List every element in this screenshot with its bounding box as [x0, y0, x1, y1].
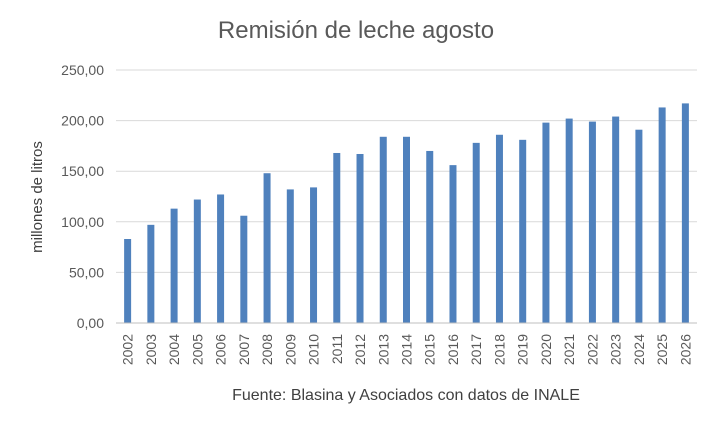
- x-tick-label: 2023: [608, 334, 624, 365]
- bar-2012: [356, 153, 364, 323]
- bar-2007: [240, 215, 248, 323]
- bar-2011: [333, 152, 341, 323]
- bar-2010: [310, 187, 318, 323]
- y-tick-label: 150,00: [61, 163, 104, 179]
- x-tick-label: 2009: [282, 334, 298, 365]
- x-tick-label: 2013: [375, 334, 391, 365]
- x-tick-label: 2008: [259, 334, 275, 365]
- bar-2002: [124, 239, 132, 323]
- x-tick-label: 2007: [236, 334, 252, 365]
- x-tick-label: 2021: [561, 334, 577, 365]
- bar-2015: [426, 150, 434, 323]
- bar-2006: [217, 194, 225, 323]
- x-tick-label: 2005: [189, 334, 205, 365]
- x-tick-label: 2022: [584, 334, 600, 365]
- bar-2009: [286, 189, 294, 323]
- y-tick-label: 200,00: [61, 113, 104, 129]
- bar-2018: [495, 134, 503, 323]
- x-tick-label: 2014: [399, 334, 415, 365]
- bar-2005: [193, 199, 201, 323]
- bar-2026: [681, 103, 689, 324]
- x-axis-tick-labels: 2002 2003 2004 2005 2006 2007 2008 2009 2010 2011…: [120, 334, 694, 365]
- bar-2013: [379, 136, 387, 323]
- x-tick-label: 2017: [468, 334, 484, 365]
- x-tick-label: 2002: [120, 334, 136, 365]
- y-axis-tick-labels: 0,00 50,00 100,00 150,00 200,00 250,00: [61, 62, 104, 331]
- bar-2020: [542, 122, 550, 324]
- x-tick-label: 2024: [631, 334, 647, 365]
- x-tick-label: 2004: [166, 334, 182, 365]
- bar-2017: [472, 142, 480, 323]
- y-tick-label: 100,00: [61, 214, 104, 230]
- bar-2022: [588, 121, 596, 323]
- bar-2025: [658, 107, 666, 323]
- bar-2004: [170, 208, 178, 323]
- source-note: Fuente: Blasina y Asociados con datos de…: [232, 387, 580, 404]
- x-tick-label: 2026: [677, 334, 693, 365]
- bar-2014: [403, 136, 410, 323]
- x-tick-label: 2015: [422, 334, 438, 365]
- bar-2024: [635, 129, 643, 323]
- x-tick-label: 2006: [213, 334, 229, 365]
- x-tick-label: 2012: [352, 334, 368, 365]
- chart-title: Remisión de leche agosto: [218, 17, 494, 44]
- x-tick-label: 2010: [306, 334, 322, 365]
- y-tick-label: 50,00: [69, 264, 104, 280]
- y-tick-label: 250,00: [61, 62, 104, 78]
- bars: [124, 103, 689, 324]
- x-tick-label: 2011: [329, 334, 345, 364]
- x-tick-label: 2016: [445, 334, 461, 365]
- x-tick-label: 2025: [654, 334, 670, 365]
- bar-2003: [147, 224, 155, 323]
- x-tick-label: 2020: [538, 334, 554, 365]
- bar-2021: [565, 118, 573, 324]
- bar-2008: [263, 173, 271, 323]
- x-tick-label: 2018: [491, 334, 507, 365]
- y-tick-label: 0,00: [77, 315, 104, 331]
- x-tick-label: 2019: [515, 334, 531, 365]
- y-axis-title: millones de litros: [29, 141, 46, 253]
- bar-2019: [519, 139, 527, 323]
- x-tick-label: 2003: [143, 334, 159, 365]
- bar-2016: [449, 165, 457, 323]
- bar-2023: [612, 116, 620, 323]
